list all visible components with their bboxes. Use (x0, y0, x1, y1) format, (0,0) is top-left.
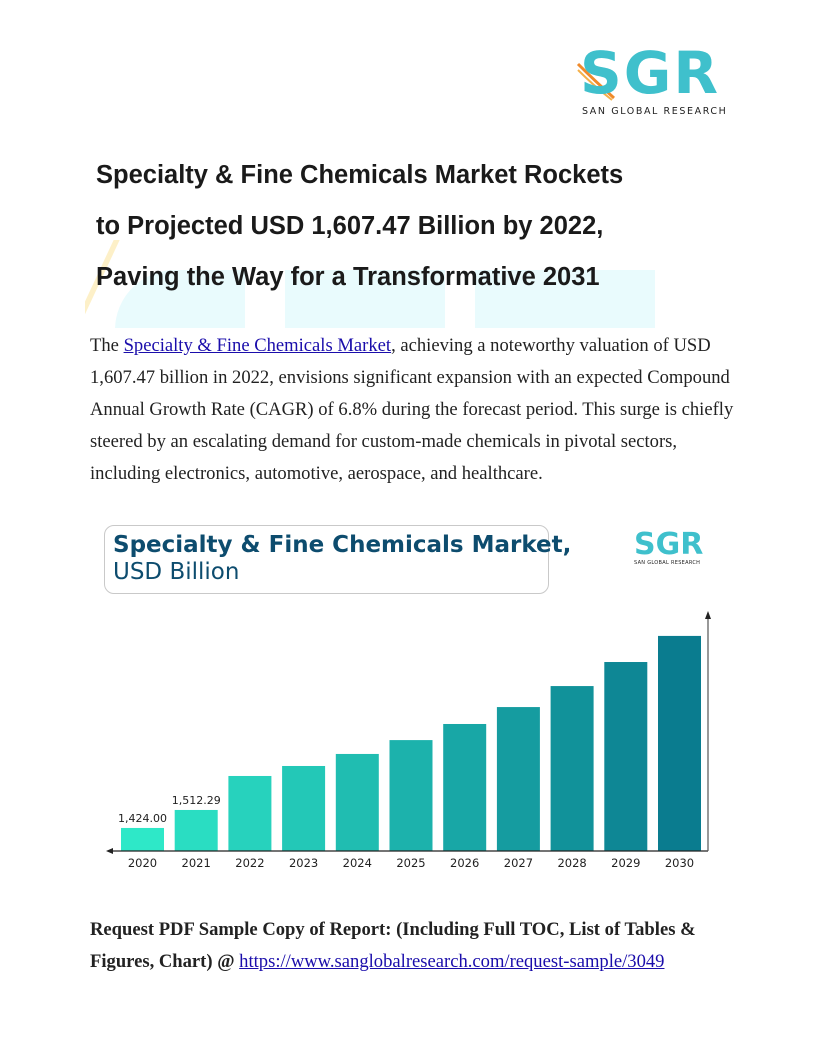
intro-body: , achieving a noteworthy valuation of US… (90, 335, 734, 484)
x-tick-label: 2029 (611, 856, 640, 870)
request-sample-link[interactable]: https://www.sanglobalresearch.com/reques… (239, 951, 665, 972)
bar-2021 (174, 809, 218, 851)
request-sample: Request PDF Sample Copy of Report: (Incl… (90, 914, 740, 978)
x-tick-label: 2026 (450, 856, 479, 870)
y-axis-arrow-icon (705, 611, 711, 619)
chart-title: Specialty & Fine Chemicals Market, USD B… (113, 532, 571, 586)
chart-title-box: Specialty & Fine Chemicals Market, USD B… (104, 525, 571, 594)
x-tick-label: 2022 (235, 856, 264, 870)
bar-2026 (443, 723, 487, 851)
bar-2020 (121, 827, 164, 851)
bar-2023 (282, 765, 326, 851)
x-tick-label: 2027 (504, 856, 533, 870)
request-text: Request PDF Sample Copy of Report: (Incl… (90, 919, 696, 972)
x-tick-label: 2028 (557, 856, 586, 870)
bar-2030 (658, 635, 701, 851)
chart-title-bold: Specialty & Fine Chemicals Market, (113, 532, 572, 558)
bar-2027 (496, 707, 540, 851)
bar-chart: 2020 1,424.00 2021 1,512.29 2022 2023 2024 2025… (106, 611, 711, 870)
bar-2029 (604, 662, 648, 851)
x-tick-label: 2024 (343, 856, 372, 870)
title-line: Specialty & Fine Chemicals Market Rocket… (96, 161, 624, 189)
x-tick-label: 2025 (396, 856, 425, 870)
bar-2024 (335, 753, 379, 851)
data-label: 1,512.29 (172, 794, 221, 807)
intro-paragraph: The Specialty & Fine Chemicals Market, a… (90, 330, 740, 490)
bar-2025 (389, 740, 433, 851)
logo-letters: SGR (580, 39, 721, 107)
x-tick-label: 2030 (665, 856, 694, 870)
data-label: 1,424.00 (118, 812, 167, 825)
page-title: Specialty & Fine Chemicals Market Rocket… (96, 150, 736, 303)
sgr-logo: SGR SAN GLOBAL RESEARCH (576, 39, 726, 120)
market-link[interactable]: Specialty & Fine Chemicals Market (123, 335, 392, 356)
x-axis-arrow-icon (106, 848, 113, 854)
x-tick-label: 2020 (128, 856, 157, 870)
bar-2028 (550, 686, 594, 851)
bar-2022 (228, 775, 272, 851)
watermark (85, 240, 700, 328)
chart-title-unit: USD Billion (113, 559, 240, 585)
intro-prefix: The (90, 335, 124, 356)
swoosh-icon (576, 62, 615, 101)
x-tick-label: 2023 (289, 856, 318, 870)
title-line: to Projected USD 1,607.47 Billion by 202… (96, 212, 604, 240)
logo-tagline: SAN GLOBAL RESEARCH (582, 106, 728, 117)
chart-logo-tagline: SAN GLOBAL RESEARCH (634, 560, 701, 566)
chart-logo: SGR SAN GLOBAL RESEARCH (634, 530, 718, 574)
title-line: Paving the Way for a Transformative 2031 (96, 263, 600, 291)
chart-logo-letters: SGR (634, 527, 704, 562)
x-tick-label: 2021 (182, 856, 211, 870)
